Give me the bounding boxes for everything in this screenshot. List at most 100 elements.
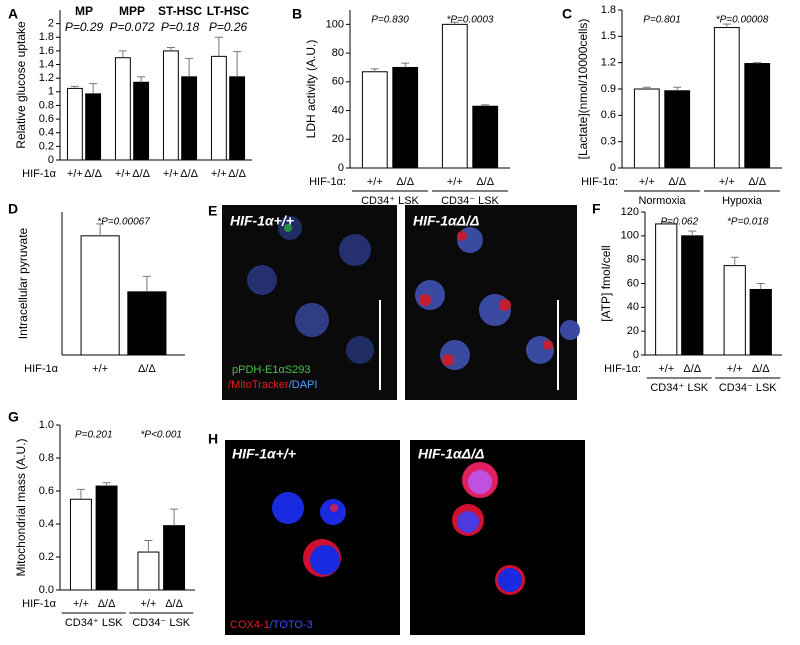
caption-part: / xyxy=(228,379,232,391)
image-label: HIF-1α+/+ xyxy=(232,446,296,462)
p-value: P=0.801 xyxy=(643,15,681,26)
x-tick-label: +/+ xyxy=(115,168,131,180)
x-tick-label: +/+ xyxy=(727,363,743,375)
y-axis-label: LDH activity (A.U.) xyxy=(304,40,318,139)
image-label: HIF-1αΔ/Δ xyxy=(413,213,479,229)
panel-letter: B xyxy=(292,6,302,22)
x-tick-label: Δ/Δ xyxy=(84,168,102,180)
p-value: P=0.201 xyxy=(75,430,113,441)
bar xyxy=(127,291,167,356)
group-label: Hypoxia xyxy=(722,195,763,207)
x-tick-label: +/+ xyxy=(140,598,156,610)
image-caption: /MitoTracker/DAPI xyxy=(228,379,317,391)
image-label: HIF-1αΔ/Δ xyxy=(418,446,484,462)
y-axis-label: Relative glucose uptake xyxy=(14,21,28,149)
y-tick-label: 100 xyxy=(326,18,344,30)
bar xyxy=(744,63,771,169)
x-tick-label: +/+ xyxy=(447,176,463,188)
x-tick-label: Δ/Δ xyxy=(180,168,198,180)
y-tick-label: 0.8 xyxy=(39,452,54,464)
p-value: *P=0.00008 xyxy=(716,15,769,26)
bar xyxy=(133,81,150,161)
group-label: CD34⁺ LSK xyxy=(361,195,419,207)
x-tick-label: Δ/Δ xyxy=(476,176,494,188)
bar xyxy=(66,87,83,161)
x-tick-label: Δ/Δ xyxy=(228,168,246,180)
bar xyxy=(85,93,102,161)
x-tick-label: +/+ xyxy=(639,176,655,188)
bar xyxy=(655,223,678,356)
x-tick-label: +/+ xyxy=(658,363,674,375)
p-value: P=0.062 xyxy=(660,217,698,228)
y-axis-label: Intracellular pyruvate xyxy=(16,227,30,339)
x-tick-label: +/+ xyxy=(163,168,179,180)
p-value: *P=0.0003 xyxy=(447,15,494,26)
y-tick-label: 0.0 xyxy=(39,584,54,596)
p-value: *P=0.00067 xyxy=(97,217,150,228)
x-tick-label: +/+ xyxy=(67,168,83,180)
x-tick-label: +/+ xyxy=(211,168,227,180)
x-axis-label: HIF-1α: xyxy=(604,363,641,375)
y-tick-label: 0.8 xyxy=(39,99,54,111)
image-caption: pPDH-E1αS293 xyxy=(232,364,311,376)
y-tick-label: 0 xyxy=(633,349,639,361)
x-axis-label: HIF-1α xyxy=(22,598,57,610)
x-tick-label: Δ/Δ xyxy=(752,363,770,375)
y-tick-label: 60 xyxy=(332,76,344,88)
x-tick-label: Δ/Δ xyxy=(683,363,701,375)
y-tick-label: 0.3 xyxy=(601,136,616,148)
y-tick-label: 20 xyxy=(627,325,639,337)
micrograph xyxy=(225,440,585,635)
y-tick-label: 40 xyxy=(627,301,639,313)
x-tick-label: Δ/Δ xyxy=(668,176,686,188)
y-tick-label: 1.8 xyxy=(39,31,54,43)
group-label: MPP xyxy=(119,4,145,18)
y-tick-label: 80 xyxy=(627,254,639,266)
bar xyxy=(713,27,740,169)
bar xyxy=(392,66,419,169)
y-tick-label: 0.2 xyxy=(39,551,54,563)
bar xyxy=(633,88,660,169)
y-tick-label: 0.6 xyxy=(601,109,616,121)
y-tick-label: 1.2 xyxy=(39,72,54,84)
bar xyxy=(681,235,704,356)
y-tick-label: 1.0 xyxy=(39,419,54,431)
x-tick-label: +/+ xyxy=(73,598,89,610)
p-value: P=0.18 xyxy=(161,20,200,34)
p-value: *P<0.001 xyxy=(141,430,182,441)
p-value: P=0.26 xyxy=(209,20,248,34)
p-value: P=0.830 xyxy=(371,15,409,26)
y-tick-label: 0.2 xyxy=(39,140,54,152)
panel-letter: E xyxy=(208,203,217,219)
group-label: MP xyxy=(75,4,93,18)
y-tick-label: 1.5 xyxy=(601,30,616,42)
group-label: CD34⁺ LSK xyxy=(65,617,123,629)
y-axis-label: [Lactate](nmol/10000cells) xyxy=(576,19,590,160)
panel-letter: F xyxy=(592,201,601,217)
bar xyxy=(210,55,227,161)
y-tick-label: 0.6 xyxy=(39,113,54,125)
y-tick-label: 1.8 xyxy=(601,4,616,16)
x-axis-label: HIF-1α xyxy=(24,363,59,375)
y-tick-label: 1 xyxy=(48,86,54,98)
group-label: CD34⁺ LSK xyxy=(650,382,708,394)
x-tick-label: Δ/Δ xyxy=(132,168,150,180)
y-axis-label: [ATP] fmol/cell xyxy=(599,245,613,321)
bar xyxy=(114,57,131,161)
y-tick-label: 0.4 xyxy=(39,127,54,139)
caption-part: /DAPI xyxy=(289,379,318,391)
y-tick-label: 0.4 xyxy=(39,518,54,530)
bar xyxy=(181,76,198,161)
x-tick-label: +/+ xyxy=(92,363,108,375)
panel-letter: C xyxy=(562,6,572,22)
x-tick-label: Δ/Δ xyxy=(138,363,156,375)
bar xyxy=(80,235,120,356)
bar xyxy=(162,50,179,161)
p-value: P=0.29 xyxy=(65,20,104,34)
bar xyxy=(137,551,160,591)
x-tick-label: +/+ xyxy=(719,176,735,188)
bar xyxy=(664,90,691,169)
bar xyxy=(472,105,499,169)
caption-part: /TOTO-3 xyxy=(270,619,313,631)
